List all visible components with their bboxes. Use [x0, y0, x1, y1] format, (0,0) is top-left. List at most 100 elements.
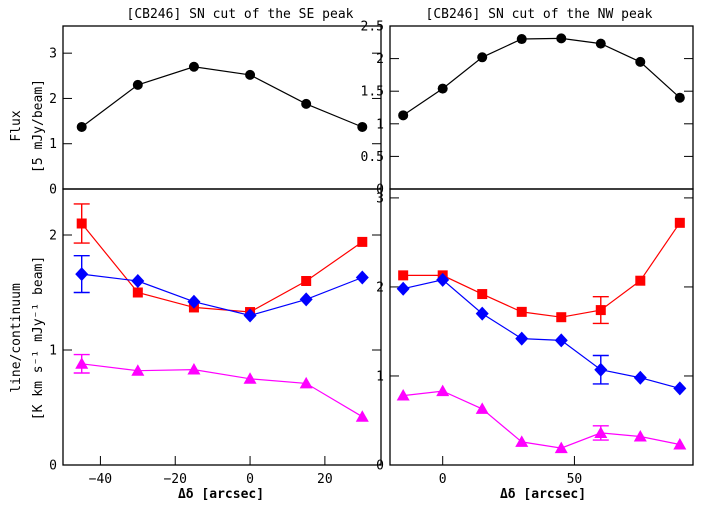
data-point-diamond — [633, 370, 647, 385]
series-line — [403, 390, 680, 449]
data-point-circle — [674, 92, 685, 103]
data-point-square — [477, 289, 488, 300]
data-point-diamond — [554, 333, 568, 348]
left-panel-title: [CB246] SN cut of the SE peak — [127, 7, 354, 22]
data-point-diamond — [187, 294, 201, 309]
y-tick-label: 3 — [376, 191, 384, 206]
data-point-diamond — [243, 308, 257, 323]
data-point-square — [595, 305, 606, 316]
panel-bottom-left: 0 1 2 −40 −20 0 20 — [49, 188, 382, 487]
panel-frame — [389, 25, 694, 190]
data-point-square — [556, 312, 567, 323]
data-point-triangle — [594, 426, 608, 438]
panel-top-left: 0 1 2 3 — [49, 25, 382, 198]
data-point-diamond — [594, 362, 608, 377]
data-point-square — [357, 236, 368, 247]
top-ylabel-line1: Flux — [9, 110, 24, 141]
x-tick-label: 0 — [439, 472, 447, 487]
y-tick-label: 3 — [49, 47, 57, 62]
y-tick-label: 2 — [49, 229, 57, 244]
series-triangle-2 — [73, 353, 369, 422]
series-line — [402, 37, 681, 116]
data-point-circle — [357, 121, 368, 132]
data-point-circle — [516, 34, 527, 45]
data-point-triangle — [475, 402, 489, 414]
series-square-0 — [398, 217, 685, 325]
left-xlabel: Δδ [arcsec] — [178, 487, 264, 502]
data-point-diamond — [515, 331, 529, 346]
data-point-square — [516, 306, 527, 317]
panel-bottom-right: 0 1 2 3 0 50 — [376, 188, 694, 487]
data-point-circle — [132, 79, 143, 90]
data-point-circle — [635, 56, 646, 67]
data-point-square — [76, 218, 87, 229]
series-triangle-2 — [396, 384, 687, 454]
y-tick-label: 0 — [49, 183, 57, 198]
bottom-ylabel-line2: [K km s⁻¹ mJy⁻¹ beam] — [31, 256, 46, 420]
x-tick-label: 50 — [567, 472, 583, 487]
y-tick-label: 2.5 — [361, 20, 384, 35]
data-point-diamond — [131, 274, 145, 288]
x-tick-label: −40 — [89, 472, 112, 487]
series-line — [81, 223, 363, 313]
y-tick-label: 1 — [376, 369, 384, 384]
data-point-square — [398, 270, 409, 281]
series-line — [403, 279, 680, 389]
y-tick-label: 0 — [376, 183, 384, 198]
data-point-square — [132, 287, 143, 298]
panel-frame — [62, 25, 382, 190]
data-point-diamond — [436, 272, 450, 287]
y-tick-label: 0 — [49, 459, 57, 474]
series-line — [81, 273, 363, 317]
data-point-diamond — [355, 270, 369, 285]
y-tick-label: 1 — [49, 137, 57, 152]
series-line — [403, 222, 681, 318]
data-point-diamond — [75, 267, 89, 282]
y-tick-label: 1 — [376, 117, 384, 132]
series-square-0 — [73, 203, 368, 318]
data-point-square — [301, 276, 312, 286]
data-point-square — [635, 275, 646, 286]
data-point-circle — [556, 33, 567, 44]
data-point-diamond — [673, 381, 687, 396]
data-point-triangle — [633, 430, 647, 442]
data-point-circle — [398, 110, 409, 121]
data-point-triangle — [436, 384, 450, 397]
panel-frame — [389, 188, 694, 466]
data-point-diamond — [299, 292, 313, 307]
data-point-circle — [188, 61, 199, 72]
bottom-ylabel-line1: line/continuum — [9, 283, 24, 393]
y-tick-label: 0.5 — [361, 150, 384, 165]
data-point-triangle — [75, 357, 89, 369]
data-point-circle — [595, 38, 606, 49]
right-xlabel: Δδ [arcsec] — [500, 487, 586, 502]
data-point-triangle — [396, 389, 410, 401]
x-tick-label: 0 — [246, 472, 254, 487]
y-tick-label: 2 — [376, 280, 384, 295]
series-circle-0 — [398, 33, 685, 121]
x-tick-label: −20 — [163, 472, 186, 487]
top-ylabel-line2: [5 mJy/beam] — [31, 79, 46, 173]
data-point-triangle — [554, 441, 568, 454]
panel-frame — [62, 188, 382, 466]
y-tick-label: 1.5 — [361, 85, 384, 100]
data-point-diamond — [396, 281, 410, 296]
data-point-square — [674, 217, 685, 228]
series-diamond-1 — [73, 254, 369, 323]
y-tick-label: 2 — [376, 52, 384, 67]
data-point-circle — [301, 98, 312, 109]
data-point-triangle — [299, 376, 313, 389]
right-panel-title: [CB246] SN cut of the NW peak — [426, 7, 653, 22]
data-point-triangle — [515, 435, 529, 447]
data-point-circle — [245, 69, 256, 80]
panel-top-right: 0 0.5 1 1.5 2 2.5 — [361, 20, 694, 198]
data-point-triangle — [355, 410, 369, 422]
series-circle-0 — [76, 61, 368, 132]
data-point-triangle — [131, 364, 145, 376]
data-point-triangle — [243, 372, 257, 384]
x-tick-label: 20 — [317, 472, 333, 487]
series-line — [81, 66, 363, 128]
data-point-circle — [437, 83, 448, 94]
